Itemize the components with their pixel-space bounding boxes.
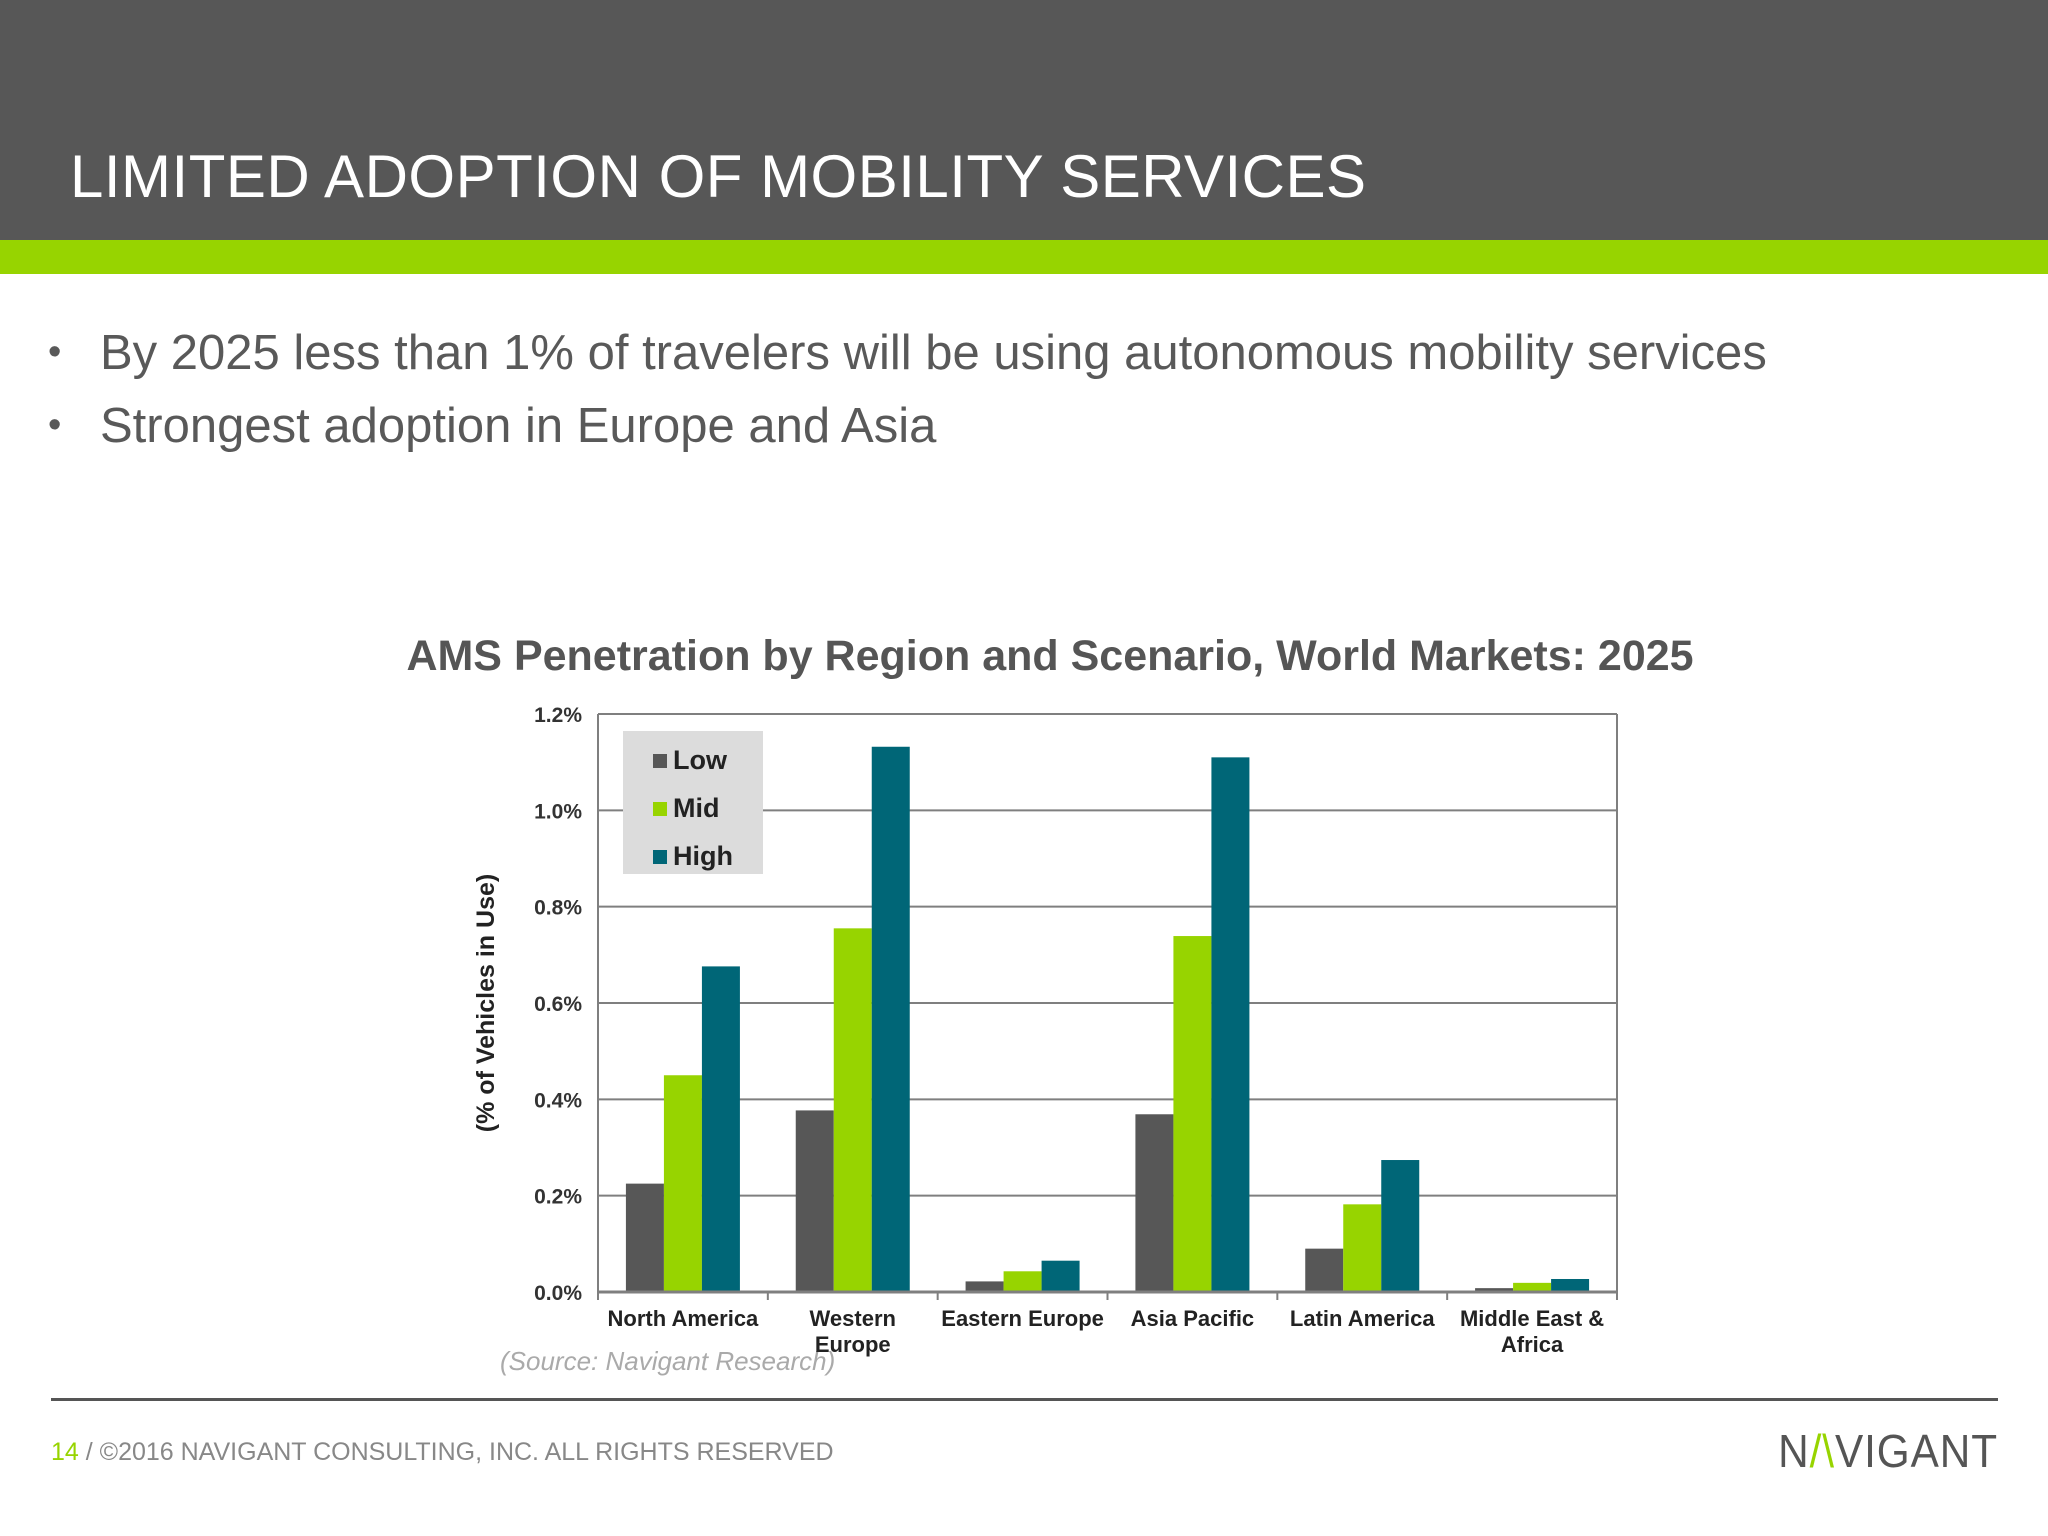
legend-swatch-low (653, 754, 667, 768)
copyright: / ©2016 NAVIGANT CONSULTING, INC. ALL RI… (78, 1438, 834, 1466)
bullet-list: • By 2025 less than 1% of travelers will … (48, 316, 1767, 462)
x-tick-label: Asia Pacific (1131, 1306, 1255, 1331)
x-tick-label: Europe (815, 1332, 891, 1357)
x-tick-label: Eastern Europe (941, 1306, 1104, 1331)
bullet-icon: • (48, 331, 62, 373)
footer: 14 / ©2016 NAVIGANT CONSULTING, INC. ALL… (51, 1438, 834, 1467)
accent-band (0, 240, 2048, 274)
y-tick-label: 0.8% (534, 897, 582, 920)
y-axis-label: (% of Vehicles in Use) (472, 874, 500, 1132)
bullet-item: • By 2025 less than 1% of travelers will … (48, 316, 1767, 389)
bar-high (1211, 757, 1250, 1292)
x-tick-label: Middle East & (1460, 1306, 1604, 1331)
legend-swatch-high (653, 850, 667, 864)
bar-high (701, 966, 740, 1292)
bar-mid (833, 928, 872, 1292)
y-tick-label: 1.2% (534, 704, 582, 727)
bullet-item: • Strongest adoption in Europe and Asia (48, 389, 1767, 462)
header-bar (0, 0, 2048, 240)
bar-mid (1343, 1204, 1382, 1292)
bullet-text: By 2025 less than 1% of travelers will b… (100, 325, 1767, 380)
slide-title: LIMITED ADOPTION OF MOBILITY SERVICES (70, 143, 1367, 210)
legend-label: Low (673, 745, 728, 775)
bar-low (625, 1183, 664, 1292)
bullet-icon: • (48, 404, 62, 446)
legend-swatch-mid (653, 802, 667, 816)
bar-mid (1003, 1271, 1042, 1292)
y-tick-label: 0.0% (534, 1282, 582, 1305)
legend-label: Mid (673, 793, 720, 823)
x-tick-label: North America (608, 1306, 760, 1331)
bar-low (1135, 1114, 1174, 1292)
x-tick-label: Africa (1501, 1332, 1564, 1357)
bar-low (795, 1110, 834, 1292)
chart-source: (Source: Navigant Research) (500, 1346, 836, 1376)
bar-low (1305, 1248, 1344, 1292)
x-tick-label: Latin America (1290, 1306, 1435, 1331)
bar-low (965, 1281, 1004, 1292)
legend-label: High (673, 841, 733, 871)
bar-mid (1513, 1282, 1552, 1292)
chart-title: AMS Penetration by Region and Scenario, … (406, 632, 1694, 680)
y-tick-label: 0.6% (534, 993, 582, 1016)
bar-high (1381, 1160, 1420, 1292)
bar-mid (663, 1075, 702, 1292)
bar-high (871, 746, 910, 1292)
y-tick-label: 0.4% (534, 1089, 582, 1112)
footer-divider (51, 1398, 1998, 1401)
bar-mid (1173, 936, 1212, 1292)
y-tick-label: 0.2% (534, 1186, 582, 1209)
bar-high (1551, 1278, 1590, 1292)
legend-box (623, 731, 763, 874)
bar-low (1475, 1288, 1514, 1292)
bullet-text: Strongest adoption in Europe and Asia (100, 398, 937, 453)
y-tick-label: 1.0% (534, 800, 582, 823)
bar-high (1041, 1260, 1080, 1292)
navigant-logo: N/\VIGANT (1778, 1425, 1998, 1477)
x-tick-label: Western (810, 1306, 896, 1331)
page-number: 14 (51, 1438, 79, 1466)
